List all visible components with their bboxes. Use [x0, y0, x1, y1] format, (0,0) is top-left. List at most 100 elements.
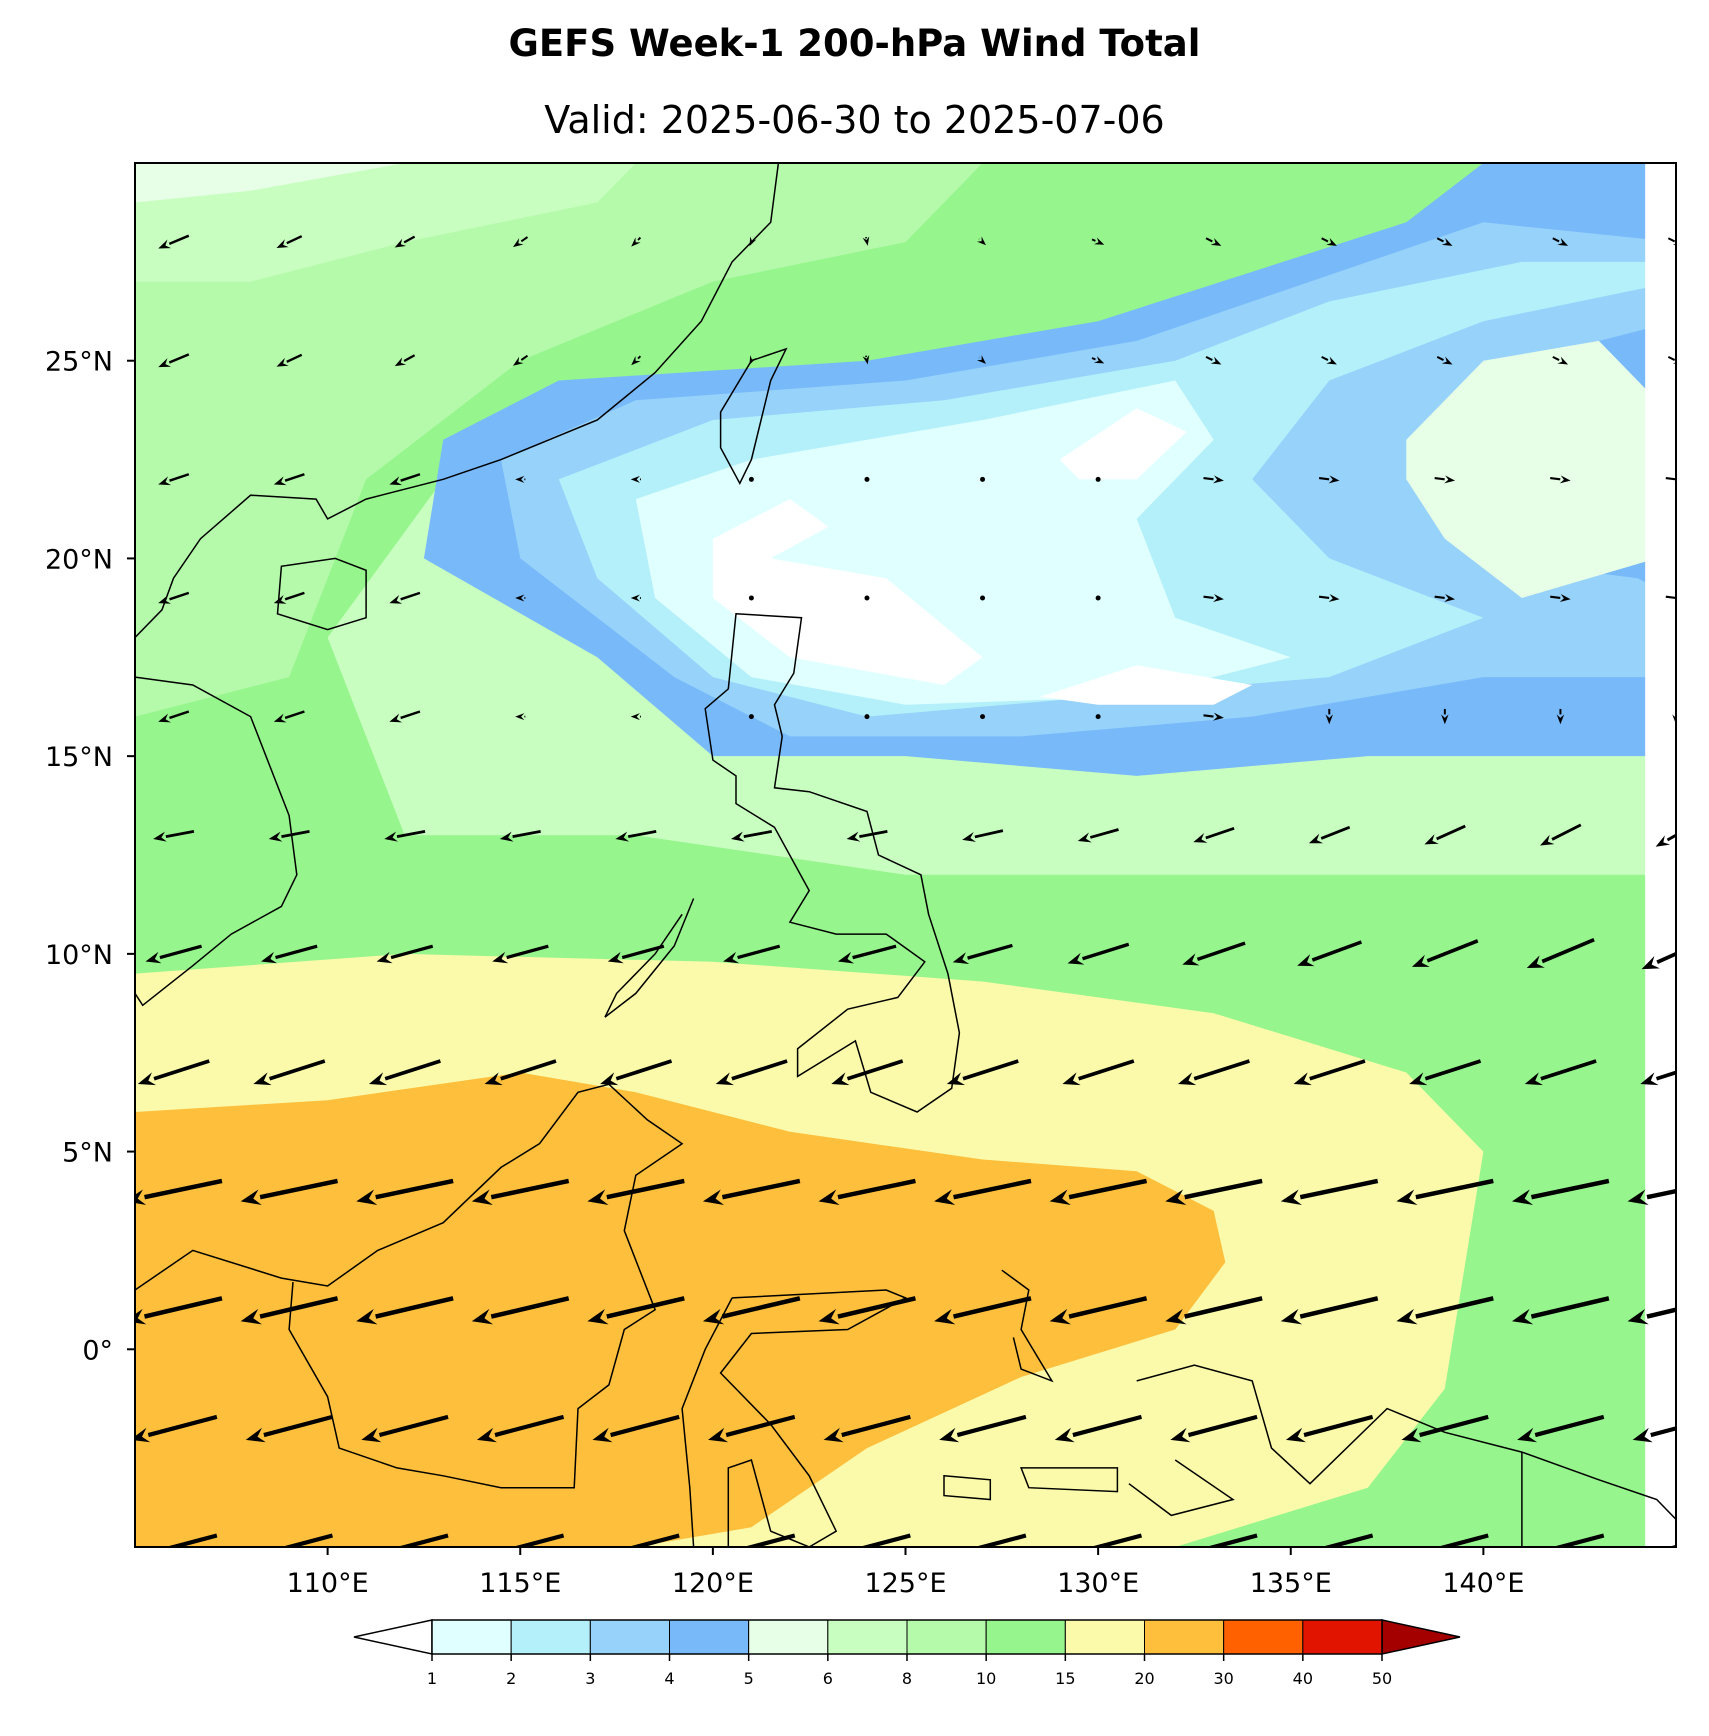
- colorbar-tick-label: 5: [744, 1669, 754, 1688]
- wind-arrow: [158, 710, 190, 723]
- wind-arrow: [1511, 1178, 1610, 1205]
- coast-vietnam: [135, 676, 298, 1007]
- wind-arrow: [1640, 1070, 1676, 1086]
- wind-arrow: [273, 591, 305, 604]
- wind-arrow: [253, 1059, 326, 1086]
- wind-arrow: [1203, 712, 1224, 721]
- wind-arrow: [499, 830, 541, 842]
- colorbar-swatch: [510, 1619, 591, 1655]
- wind-arrow: [158, 473, 190, 486]
- wind-arrow: [389, 591, 421, 604]
- wind-arrow: [748, 714, 754, 720]
- wind-arrow: [368, 1059, 441, 1086]
- colorbar: 1 2 3 4 5 6 8 10 15 20 30 40 50: [353, 1619, 1461, 1688]
- wind-arrow: [1550, 593, 1571, 602]
- wind-arrow: [1178, 1059, 1250, 1086]
- wind-arrow: [702, 1296, 801, 1325]
- colorbar-swatch: [669, 1619, 750, 1655]
- wind-arrow: [1095, 595, 1101, 601]
- wind-arrow: [962, 829, 1004, 842]
- wind-arrow: [1540, 823, 1582, 846]
- wind-arrow: [864, 714, 870, 720]
- wind-arrow: [1627, 1188, 1676, 1205]
- wind-arrow: [145, 944, 203, 964]
- wind-arrow: [976, 236, 986, 246]
- colorbar-swatch: [906, 1619, 987, 1655]
- coast-halmahera: [1001, 1269, 1054, 1383]
- wind-arrow: [1203, 475, 1224, 484]
- wind-arrow: [135, 1178, 223, 1205]
- wind-arrow: [1165, 1296, 1263, 1325]
- coast-seram: [1020, 1467, 1119, 1493]
- wind-arrow: [1293, 1059, 1366, 1086]
- colorbar-swatch: [1144, 1619, 1225, 1655]
- wind-arrow: [749, 355, 757, 365]
- wind-arrow: [1170, 1414, 1258, 1443]
- wind-arrow: [864, 476, 870, 482]
- wind-arrow: [702, 1178, 801, 1205]
- colorbar-swatch: [748, 1619, 829, 1655]
- wind-arrow: [240, 1296, 339, 1325]
- wind-arrow: [1441, 708, 1449, 725]
- wind-arrow: [245, 1414, 333, 1443]
- contour-under-1-c: [1040, 665, 1253, 705]
- wind-arrow: [862, 354, 870, 365]
- wind-arrow: [512, 354, 529, 366]
- wind-arrow: [1285, 1414, 1374, 1443]
- colorbar-tick-label: 4: [664, 1669, 674, 1688]
- wind-arrow: [939, 1414, 1027, 1443]
- wind-arrow: [1095, 714, 1101, 720]
- wind-arrow: [1526, 938, 1595, 969]
- wind-arrow: [1401, 1414, 1489, 1443]
- wind-speed-contours: [135, 163, 1676, 1547]
- colorbar-tick-label: 1: [427, 1669, 437, 1688]
- coastlines: [135, 163, 1676, 1547]
- colorbar-over-triangle: [1381, 1619, 1461, 1655]
- wind-arrow: [394, 354, 416, 367]
- wind-arrow: [135, 1414, 218, 1443]
- colorbar-tick-label: 50: [1372, 1669, 1392, 1688]
- wind-arrow: [1321, 237, 1337, 246]
- coast-philippines: [704, 613, 961, 1113]
- map-area: [135, 163, 1676, 1547]
- lat-tick-label: 0°: [82, 1335, 113, 1366]
- wind-arrow: [356, 1296, 454, 1325]
- coast-sulawesi: [681, 1289, 908, 1547]
- wind-arrow: [1062, 1059, 1135, 1086]
- wind-arrow: [484, 1059, 557, 1086]
- wind-arrow: [1091, 356, 1105, 364]
- colorbar-swatch: [1064, 1619, 1146, 1655]
- wind-arrow: [1193, 827, 1235, 843]
- colorbar-swatch: [431, 1619, 512, 1655]
- wind-arrow: [273, 473, 305, 486]
- colorbar-tick-label: 2: [506, 1669, 516, 1688]
- colorbar-tick-label: 10: [976, 1669, 996, 1688]
- coast-bird-head: [1128, 1459, 1235, 1517]
- lon-tick-label: 125°E: [864, 1568, 946, 1599]
- colorbar-tick-label: 40: [1293, 1669, 1313, 1688]
- wind-arrow: [1321, 355, 1337, 365]
- wind-arrow: [607, 944, 665, 964]
- lat-tick-label: 10°N: [45, 940, 113, 971]
- wind-arrow: [749, 236, 757, 247]
- wind-arrow: [1095, 476, 1101, 482]
- colorbar-tick-label: 6: [823, 1669, 833, 1688]
- wind-arrow: [1205, 355, 1222, 365]
- wind-arrow: [818, 1178, 916, 1205]
- lat-tick-label: 25°N: [45, 347, 113, 378]
- wind-arrow: [1280, 1178, 1379, 1205]
- wind-arrow: [1409, 1059, 1482, 1086]
- contour-5-6-nw: [135, 163, 405, 203]
- contour-8-10: [135, 163, 983, 717]
- wind-arrow: [389, 473, 421, 486]
- wind-arrow: [268, 830, 310, 842]
- wind-vectors: [135, 234, 1676, 1547]
- wind-arrow: [1067, 942, 1130, 965]
- chart-subtitle: Valid: 2025-06-30 to 2025-07-06: [544, 98, 1165, 142]
- wind-arrow: [394, 235, 416, 248]
- wind-arrow: [1318, 475, 1340, 484]
- wind-arrow: [158, 353, 190, 368]
- wind-arrow: [276, 235, 303, 249]
- colorbar-tick-label: 3: [585, 1669, 595, 1688]
